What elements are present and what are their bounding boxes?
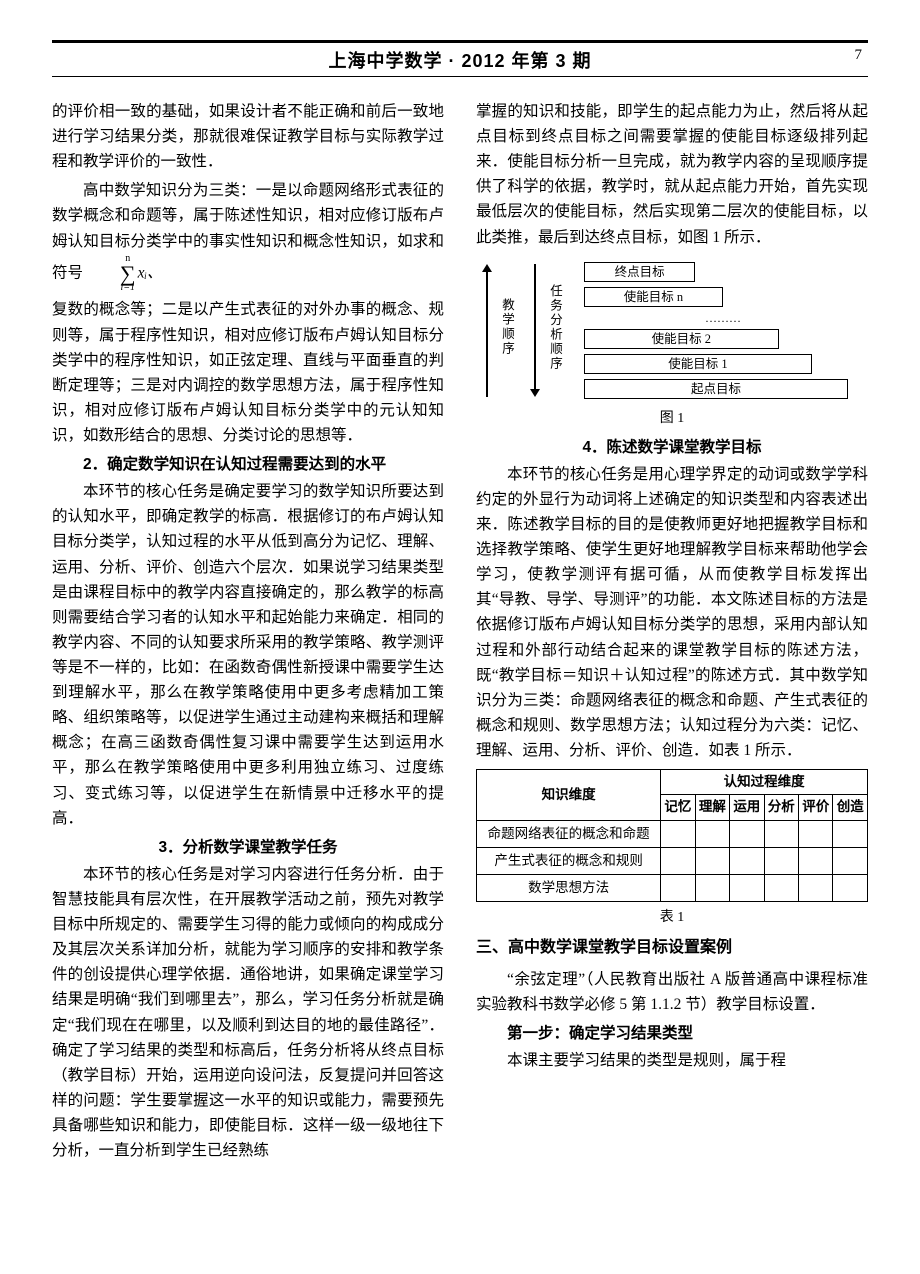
box-enable-1: 使能目标 1: [584, 354, 812, 374]
box-ellipsis: ………: [584, 312, 862, 324]
arrow-up: [480, 264, 494, 397]
left-para-1: 的评价相一致的基础，如果设计者不能正确和前后一致地进行学习结果分类，那就很难保证…: [52, 99, 444, 174]
arrow-down-line: [534, 264, 536, 389]
row-1-head: 产生式表征的概念和规则: [477, 847, 661, 874]
arrow-up-head: [482, 264, 492, 272]
cell: [764, 820, 798, 847]
vert-label-task-order: 任务分析顺序: [546, 284, 565, 371]
left-para-2b: 复数的概念等；二是以产生式表征的对外办事的概念、规则等，属于程序性知识，相对应修…: [52, 297, 444, 448]
left-para-2: 高中数学知识分为三类：一是以命题网络形式表征的数学概念和命题等，属于陈述性知识，…: [52, 178, 444, 293]
cell: [695, 874, 729, 901]
sigma-lower: i=1: [89, 283, 136, 293]
cell: [799, 847, 833, 874]
cell: [661, 874, 695, 901]
right-para-4: 本课主要学习结果的类型是规则，属于程: [476, 1048, 868, 1073]
figure-1: 教学顺序 任务分析顺序 终点目标 使能目标 n ……… 使能目标 2 使能目标 …: [476, 258, 868, 403]
th-col-1: 理解: [695, 795, 729, 820]
cell: [695, 847, 729, 874]
arrow-down-head: [530, 389, 540, 397]
table-1-caption: 表 1: [476, 906, 868, 926]
cell: [764, 847, 798, 874]
table-row: 知识维度 认知过程维度: [477, 770, 868, 795]
cell: [730, 847, 764, 874]
sigma-symbol: n∑i=1: [89, 254, 136, 294]
figure-1-caption: 图 1: [476, 407, 868, 427]
th-col-2: 运用: [730, 795, 764, 820]
arrow-down: [528, 264, 542, 397]
th-knowledge-dim: 知识维度: [477, 770, 661, 820]
sigma-glyph: ∑: [89, 264, 136, 284]
box-enable-2: 使能目标 2: [584, 329, 779, 349]
cell: [661, 820, 695, 847]
cell: [833, 847, 868, 874]
arrow-up-line: [486, 272, 488, 397]
left-column: 的评价相一致的基础，如果设计者不能正确和前后一致地进行学习结果分类，那就很难保证…: [52, 99, 444, 1167]
section-heading-3: 三、高中数学课堂教学目标设置案例: [476, 934, 868, 963]
left-para-3: 本环节的核心任务是确定要学习的数学知识所要达到的认知水平，即确定教学的标高．根据…: [52, 479, 444, 831]
figure-1-boxes: 终点目标 使能目标 n ……… 使能目标 2 使能目标 1 起点目标: [584, 262, 862, 399]
vert-label-teach-order: 教学顺序: [498, 298, 517, 356]
table-row: 数学思想方法: [477, 874, 868, 901]
cell: [799, 820, 833, 847]
page: 上海中学数学 · 2012 年第 3 期 7 的评价相一致的基础，如果设计者不能…: [0, 0, 920, 1207]
th-col-5: 创造: [833, 795, 868, 820]
cell: [730, 820, 764, 847]
cell: [833, 820, 868, 847]
right-para-2: 本环节的核心任务是用心理学界定的动词或数学学科约定的外显行为动词将上述确定的知识…: [476, 462, 868, 763]
box-enable-n: 使能目标 n: [584, 287, 723, 307]
heading-3: 3．分析数学课堂教学任务: [52, 835, 444, 860]
th-col-3: 分析: [764, 795, 798, 820]
heading-5: 第一步：确定学习结果类型: [476, 1021, 868, 1046]
th-cognitive-dim: 认知过程维度: [661, 770, 868, 795]
box-end-target: 终点目标: [584, 262, 695, 282]
left-para-4: 本环节的核心任务是对学习内容进行任务分析．由于智慧技能具有层次性，在开展教学活动…: [52, 862, 444, 1163]
heading-2: 2．确定数学知识在认知过程需要达到的水平: [52, 452, 444, 477]
sigma-var: xᵢ、: [138, 264, 163, 281]
table-row: 产生式表征的概念和规则: [477, 847, 868, 874]
page-number: 7: [855, 47, 863, 64]
two-column-layout: 的评价相一致的基础，如果设计者不能正确和前后一致地进行学习结果分类，那就很难保证…: [52, 99, 868, 1167]
row-2-head: 数学思想方法: [477, 874, 661, 901]
cell: [764, 874, 798, 901]
th-col-4: 评价: [799, 795, 833, 820]
cell: [695, 820, 729, 847]
right-column: 掌握的知识和技能，即学生的起点能力为止，然后将从起点目标到终点目标之间需要掌握的…: [476, 99, 868, 1167]
right-para-3: “余弦定理”（人民教育出版社 A 版普通高中课程标准实验教科书数学必修 5 第 …: [476, 967, 868, 1017]
heading-4: 4．陈述数学课堂教学目标: [476, 435, 868, 460]
right-para-1: 掌握的知识和技能，即学生的起点能力为止，然后将从起点目标到终点目标之间需要掌握的…: [476, 99, 868, 250]
table-1: 知识维度 认知过程维度 记忆 理解 运用 分析 评价 创造 命题网络表征的概念和…: [476, 769, 868, 902]
cell: [730, 874, 764, 901]
page-header: 上海中学数学 · 2012 年第 3 期 7: [52, 40, 868, 77]
row-0-head: 命题网络表征的概念和命题: [477, 820, 661, 847]
cell: [833, 874, 868, 901]
box-start-target: 起点目标: [584, 379, 848, 399]
th-col-0: 记忆: [661, 795, 695, 820]
journal-title: 上海中学数学 · 2012 年第 3 期: [52, 47, 868, 73]
cell: [661, 847, 695, 874]
table-row: 命题网络表征的概念和命题: [477, 820, 868, 847]
cell: [799, 874, 833, 901]
